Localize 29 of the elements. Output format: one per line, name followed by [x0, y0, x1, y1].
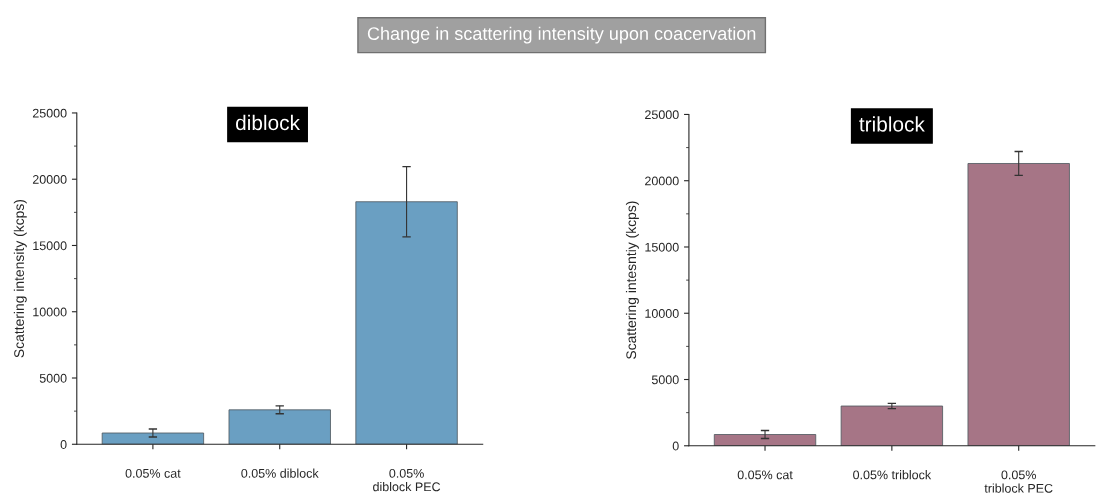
bar	[967, 163, 1070, 446]
x-tick-label: 0.05% triblock PEC	[984, 470, 1053, 493]
x-tick-label: 0.05% diblock PEC	[373, 468, 441, 492]
y-tick-label: 5000	[651, 375, 679, 385]
bar	[840, 405, 944, 446]
x-tick-label: 0.05% diblock	[241, 468, 319, 478]
y-tick-label: 15000	[33, 241, 67, 251]
y-tick-label: 5000	[39, 373, 67, 383]
x-tick-label: 0.05% triblock	[853, 470, 932, 480]
x-tick-label: 0.05% cat	[125, 468, 181, 478]
y-axis-title: Scattering intensity (kcps)	[13, 199, 27, 358]
chart-title: diblock	[236, 114, 301, 131]
chart-title: triblock	[859, 116, 925, 132]
bar	[101, 432, 205, 445]
bar	[355, 201, 458, 445]
y-tick-label: 25000	[32, 108, 67, 118]
text: Change in scattering intensity upon coacervation	[367, 26, 756, 44]
y-axis-title: Scattering intesntiy (kcps)	[625, 201, 639, 359]
bar	[713, 434, 817, 446]
y-tick-label: 15000	[645, 242, 679, 252]
y-tick-label: 10000	[33, 307, 67, 317]
y-tick-label: 0	[60, 440, 67, 449]
y-tick-label: 25000	[645, 110, 679, 120]
y-tick-label: 0	[672, 441, 679, 451]
y-tick-label: 10000	[645, 309, 679, 318]
bar	[228, 409, 331, 445]
x-tick-label: 0.05% cat	[737, 470, 793, 480]
y-tick-label: 20000	[645, 176, 679, 186]
y-tick-label: 20000	[32, 175, 67, 184]
